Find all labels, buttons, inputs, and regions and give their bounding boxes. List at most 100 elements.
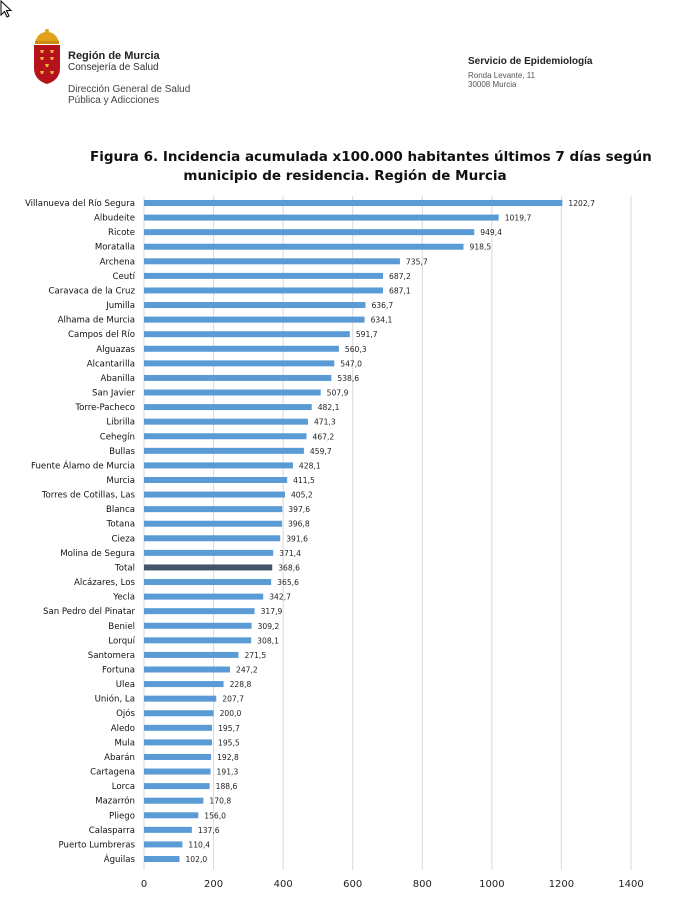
bar	[144, 360, 335, 367]
category-label: Mula	[114, 738, 135, 748]
bar	[144, 447, 304, 454]
data-label: 371,4	[279, 549, 301, 558]
category-label: San Pedro del Pinatar	[43, 607, 135, 617]
category-label: Torres de Cotillas, Las	[41, 491, 136, 501]
direccion-line-1: Dirección General de Salud	[68, 84, 191, 95]
data-label: 368,6	[278, 563, 300, 572]
bar	[144, 783, 210, 790]
figure-title: Figura 6. Incidencia acumulada x100.000 …	[90, 148, 652, 186]
bar-total	[144, 564, 273, 571]
data-label: 191,3	[217, 768, 239, 777]
data-label: 405,2	[291, 491, 313, 500]
data-label: 110,4	[188, 840, 210, 849]
bar	[144, 316, 365, 323]
category-label: Pliego	[109, 811, 135, 821]
data-label: 317,9	[261, 607, 283, 616]
data-label: 428,1	[299, 461, 321, 470]
bar	[144, 374, 332, 381]
category-label: Ricote	[108, 228, 135, 238]
figure-title-line-2: municipio de residencia. Región de Murci…	[183, 168, 507, 184]
region-name: Región de Murcia	[68, 50, 160, 62]
data-label: 507,9	[327, 389, 349, 398]
category-label: Santomera	[88, 651, 135, 661]
bar	[144, 812, 199, 819]
bar	[144, 841, 183, 848]
category-label: Águilas	[104, 853, 136, 865]
bar	[144, 622, 252, 629]
bar	[144, 535, 281, 542]
direccion-line-2: Pública y Adicciones	[68, 95, 160, 106]
data-label: 1202,7	[568, 199, 595, 208]
data-label: 918,5	[470, 243, 492, 252]
bar	[144, 229, 475, 236]
data-label: 156,0	[204, 811, 226, 820]
category-label: Alhama de Murcia	[58, 316, 135, 326]
data-label: 471,3	[314, 418, 336, 427]
bar	[144, 404, 312, 411]
data-label: 309,2	[258, 622, 280, 631]
category-label: Beniel	[108, 622, 135, 632]
bar	[144, 272, 384, 279]
bar	[144, 200, 563, 206]
category-label: Alcázares, Los	[74, 578, 136, 588]
data-label: 102,0	[185, 855, 207, 864]
bar	[144, 331, 350, 338]
data-label: 636,7	[371, 301, 393, 310]
data-label: 396,8	[288, 520, 310, 529]
bar	[144, 593, 264, 600]
data-label: 137,6	[198, 826, 220, 835]
category-label: Fuente Álamo de Murcia	[31, 459, 135, 471]
category-label: Cehegín	[100, 432, 135, 442]
data-label: 192,8	[217, 753, 239, 762]
bar	[144, 608, 255, 615]
category-label: San Javier	[92, 389, 135, 399]
data-label: 397,6	[288, 505, 310, 514]
data-label: 195,5	[218, 738, 240, 747]
category-label: Moratalla	[95, 243, 135, 253]
bar	[144, 651, 239, 658]
category-label: Alguazas	[96, 345, 135, 355]
bar	[144, 258, 400, 265]
data-label: 170,8	[209, 797, 231, 806]
data-label: 1019,7	[505, 214, 532, 223]
data-label: 687,2	[389, 272, 411, 281]
address-line-2: 30008 Murcia	[468, 80, 517, 89]
service-name: Servicio de Epidemiología	[468, 56, 593, 67]
data-label: 188,6	[216, 782, 238, 791]
data-label: 591,7	[356, 330, 378, 339]
data-label: 467,2	[313, 432, 335, 441]
bar	[144, 695, 217, 702]
category-label: Bullas	[109, 447, 135, 457]
bar	[144, 302, 366, 309]
bar	[144, 506, 283, 513]
data-label: 634,1	[371, 316, 393, 325]
bar	[144, 389, 321, 396]
consejeria-name: Consejería de Salud	[68, 62, 159, 73]
figure-title-line-1: Figura 6. Incidencia acumulada x100.000 …	[90, 149, 652, 165]
category-label: Alcantarilla	[87, 359, 135, 369]
data-label: 687,1	[389, 286, 411, 295]
data-label: 538,6	[337, 374, 359, 383]
x-tick-label: 600	[343, 879, 362, 890]
mouse-cursor-icon	[0, 0, 13, 18]
category-label: Calasparra	[89, 826, 135, 836]
x-tick-label: 1000	[479, 879, 504, 890]
bar	[144, 462, 293, 469]
category-label: Total	[114, 563, 135, 573]
data-label: 560,3	[345, 345, 367, 354]
category-label: Unión, La	[95, 694, 135, 705]
bar	[144, 724, 213, 731]
category-label: Albudeite	[94, 214, 135, 224]
x-tick-label: 800	[413, 879, 432, 890]
data-label: 482,1	[318, 403, 340, 412]
category-label: Puerto Lumbreras	[59, 840, 136, 850]
data-label: 228,8	[230, 680, 252, 689]
data-label: 547,0	[340, 359, 362, 368]
region-murcia-logo	[34, 29, 60, 84]
category-label: Lorca	[112, 782, 135, 792]
bar	[144, 666, 230, 673]
category-label: Murcia	[106, 476, 135, 486]
category-label: Molina de Segura	[60, 549, 135, 559]
bar	[144, 476, 288, 483]
